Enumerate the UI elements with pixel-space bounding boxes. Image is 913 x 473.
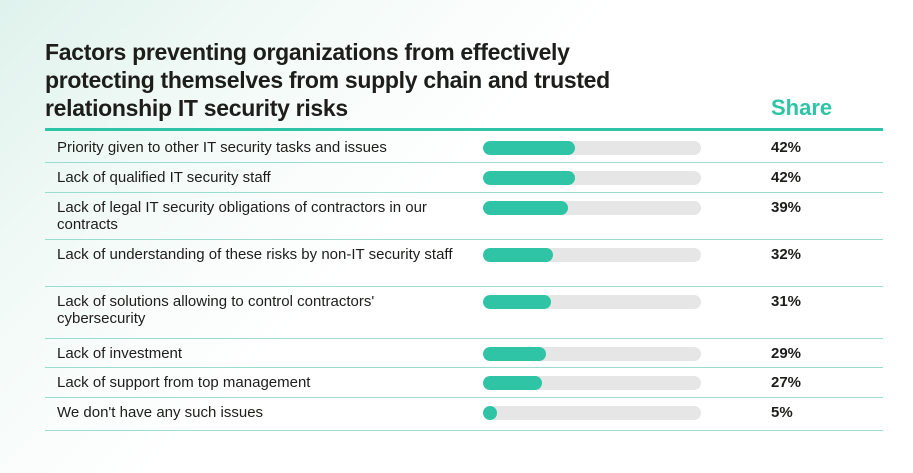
share-column-header: Share xyxy=(771,95,833,120)
bar-track xyxy=(483,141,701,155)
bar-fill xyxy=(483,248,553,262)
category-label: Lack of understanding of these risks by … xyxy=(57,246,453,263)
category-label: Priority given to other IT security task… xyxy=(57,139,387,156)
bar-fill xyxy=(483,295,551,309)
bar-track xyxy=(483,347,701,361)
bar-track xyxy=(483,376,701,390)
table-row: Lack of solutions allowing to control co… xyxy=(45,286,883,339)
bar-fill xyxy=(483,141,575,155)
share-value: 27% xyxy=(771,374,802,391)
share-value: 39% xyxy=(771,199,802,216)
table-row: Priority given to other IT security task… xyxy=(45,132,883,163)
table-row: We don't have any such issues 5% xyxy=(45,397,883,431)
category-label: Lack of solutions allowing to control co… xyxy=(57,293,375,327)
bar-track xyxy=(483,171,701,185)
category-label: Lack of support from top management xyxy=(57,374,311,391)
share-value: 42% xyxy=(771,169,802,186)
bar-fill xyxy=(483,376,542,390)
share-value: 29% xyxy=(771,345,802,362)
table-row: Lack of legal IT security obligations of… xyxy=(45,192,883,240)
share-value: 42% xyxy=(771,139,802,156)
table-row: Lack of understanding of these risks by … xyxy=(45,239,883,287)
category-label: Lack of investment xyxy=(57,345,183,362)
share-value: 31% xyxy=(771,293,802,310)
category-label: Lack of legal IT security obligations of… xyxy=(57,199,427,233)
category-label: Lack of qualified IT security staff xyxy=(57,169,271,186)
share-value: 32% xyxy=(771,246,802,263)
bar-track xyxy=(483,406,701,420)
share-value: 5% xyxy=(771,404,793,421)
table-row: Lack of support from top management 27% xyxy=(45,367,883,398)
bar-fill xyxy=(483,347,546,361)
bar-track xyxy=(483,201,701,215)
bar-fill xyxy=(483,406,497,420)
chart-title: Factors preventing organizations from ef… xyxy=(45,39,610,121)
header-divider xyxy=(45,128,883,131)
bar-fill xyxy=(483,201,568,215)
table-row: Lack of investment 29% xyxy=(45,338,883,368)
bar-fill xyxy=(483,171,575,185)
table-row: Lack of qualified IT security staff 42% xyxy=(45,162,883,193)
category-label: We don't have any such issues xyxy=(57,404,264,421)
bar-track xyxy=(483,295,701,309)
bar-track xyxy=(483,248,701,262)
